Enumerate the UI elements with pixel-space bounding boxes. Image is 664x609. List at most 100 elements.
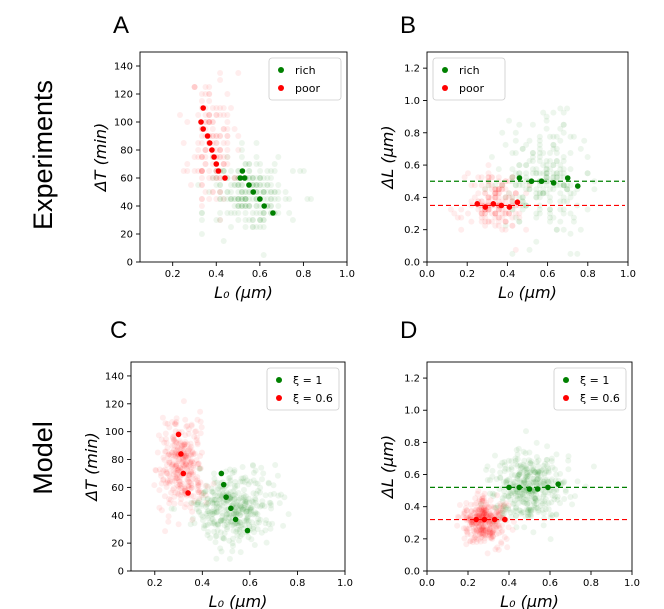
cloud-point [529, 170, 536, 177]
cloud-point [476, 520, 483, 527]
cloud-point [228, 182, 234, 188]
cloud-point [502, 186, 509, 193]
cloud-point [194, 501, 201, 508]
cloud-point [547, 198, 553, 205]
cloud-point [468, 218, 475, 225]
cloud-point [553, 158, 560, 164]
panel-c-point-s1 [218, 470, 225, 477]
cloud-point [246, 161, 253, 167]
cloud-point [181, 451, 188, 457]
cloud-point [487, 490, 493, 497]
cloud-point [242, 161, 249, 167]
cloud-point [196, 495, 203, 502]
cloud-point [181, 442, 187, 449]
cloud-point [519, 145, 526, 152]
cloud-point [171, 493, 178, 500]
cloud-point [512, 210, 519, 217]
cloud-point [253, 140, 260, 146]
cloud-point [472, 526, 479, 533]
cloud-point [202, 154, 209, 160]
cloud-point [184, 422, 191, 429]
cloud-point [468, 531, 475, 538]
cloud-point [523, 506, 530, 513]
cloud-point [235, 196, 242, 202]
cloud-point [185, 430, 192, 437]
cloud-point [505, 524, 512, 531]
cloud-point [520, 499, 527, 506]
cloud-point [509, 471, 515, 478]
cloud-point [502, 194, 509, 201]
cloud-point [495, 222, 502, 229]
cloud-point [522, 496, 529, 503]
cloud-point [517, 462, 524, 469]
cloud-point [193, 428, 199, 435]
cloud-point [495, 218, 502, 225]
cloud-point [171, 506, 178, 512]
cloud-point [227, 466, 233, 473]
cloud-point [536, 133, 543, 140]
cloud-point [166, 472, 173, 479]
cloud-point [220, 196, 227, 202]
panel-c-ytick-label: 120 [105, 399, 124, 410]
cloud-point [506, 476, 513, 483]
cloud-point [198, 217, 205, 223]
cloud-point [478, 214, 485, 221]
cloud-point [194, 499, 201, 506]
cloud-point [231, 492, 238, 499]
cloud-point [519, 145, 526, 152]
cloud-point [488, 186, 495, 193]
cloud-point [219, 486, 226, 493]
cloud-point [250, 469, 257, 476]
cloud-point [241, 498, 248, 505]
cloud-point [242, 210, 249, 216]
cloud-point [516, 170, 523, 177]
cloud-point [530, 479, 537, 486]
cloud-point [231, 210, 238, 216]
panel-c-ytick-label: 60 [111, 483, 124, 494]
cloud-point [224, 524, 231, 531]
cloud-point [458, 214, 465, 221]
cloud-point [271, 189, 278, 195]
cloud-point [260, 217, 267, 223]
cloud-point [225, 510, 232, 517]
cloud-point [513, 504, 520, 511]
panel-c-point-s1 [244, 527, 251, 534]
panel-c-point-s2 [175, 431, 182, 438]
cloud-point [166, 500, 173, 507]
cloud-point [220, 126, 227, 132]
cloud-point [529, 121, 536, 128]
cloud-point [168, 505, 175, 512]
cloud-point [537, 479, 544, 486]
cloud-point [240, 494, 247, 501]
cloud-point [507, 496, 514, 503]
cloud-point [567, 150, 574, 156]
cloud-point [204, 512, 210, 519]
cloud-point [514, 495, 521, 502]
cloud-point [567, 190, 574, 197]
cloud-point [253, 490, 260, 497]
cloud-point [557, 137, 564, 144]
cloud-point [217, 189, 224, 195]
cloud-point [492, 210, 499, 217]
cloud-point [540, 109, 547, 116]
cloud-point [271, 189, 278, 195]
cloud-point [549, 512, 556, 519]
cloud-point [548, 455, 555, 462]
cloud-point [195, 508, 202, 514]
cloud-point [248, 498, 255, 505]
cloud-point [259, 501, 266, 508]
cloud-point [175, 483, 182, 490]
cloud-point [492, 186, 499, 193]
cloud-point [210, 480, 217, 487]
cloud-point [221, 530, 228, 537]
cloud-point [162, 430, 169, 437]
cloud-point [180, 457, 187, 463]
cloud-point [491, 504, 497, 511]
cloud-point [498, 529, 505, 536]
panel-b-ytick-label: 0.0 [404, 258, 420, 269]
cloud-point [242, 196, 249, 202]
cloud-point [509, 214, 516, 221]
cloud-point [198, 154, 205, 160]
cloud-point [185, 447, 192, 454]
cloud-point [238, 494, 245, 501]
